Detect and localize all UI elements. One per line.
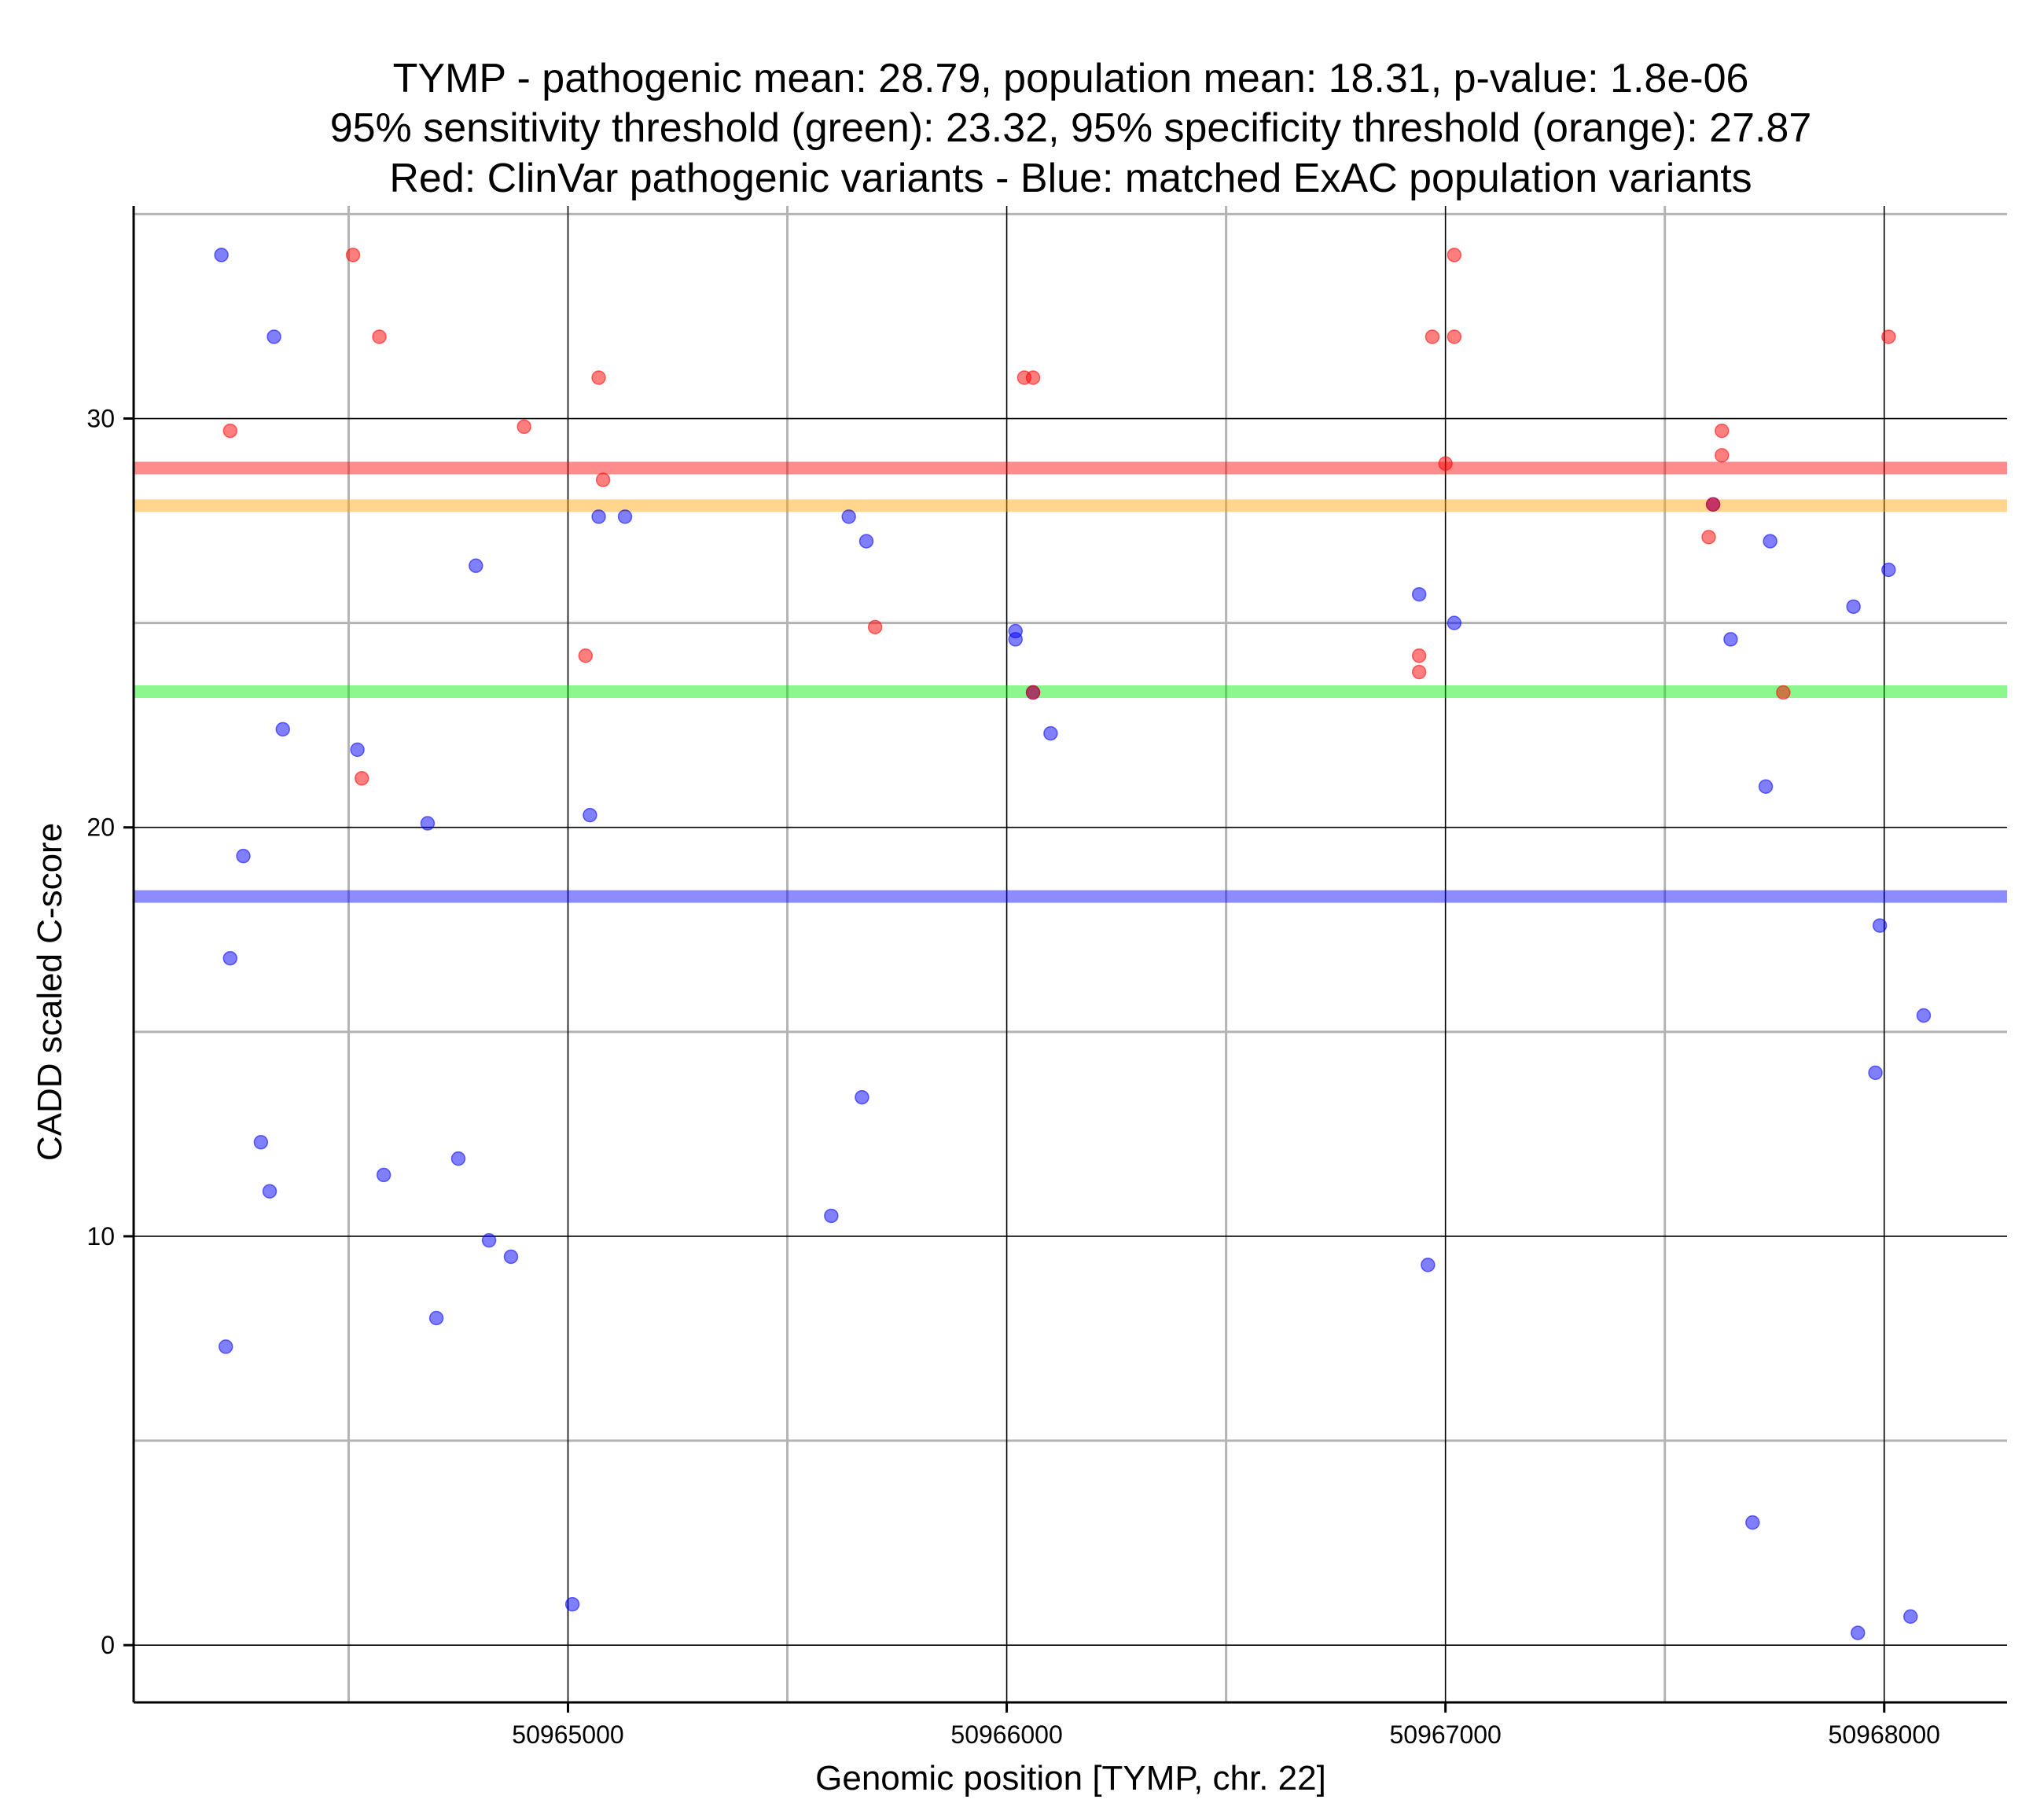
population-point (376, 1167, 392, 1183)
population-point (262, 1184, 278, 1199)
pathogenic-point (1776, 685, 1791, 700)
population-point (267, 329, 281, 344)
population-point (481, 1232, 497, 1248)
y-tick-label: 20 (86, 813, 115, 842)
pathogenic-point (591, 370, 606, 385)
population-point (1758, 779, 1774, 794)
population-point (253, 1135, 269, 1150)
population-point (1723, 632, 1738, 647)
pathogenic-point (372, 329, 387, 344)
population-point (1916, 1008, 1932, 1023)
population-point (428, 1310, 444, 1326)
x-axis-title: Genomic position [TYMP, chr. 22] (815, 1759, 1326, 1797)
population-point (236, 848, 251, 864)
population-point (591, 509, 606, 524)
chart-title-line-3: Red: ClinVar pathogenic variants - Blue:… (389, 156, 1752, 201)
pathogenic-point (1881, 329, 1896, 344)
y-tick-label: 0 (101, 1631, 115, 1659)
population-point (218, 1339, 233, 1354)
population-point (841, 509, 856, 524)
pathogenic-point (354, 771, 369, 786)
pathogenic-point (517, 419, 531, 435)
pathogenic-point (1425, 329, 1440, 344)
plot-panel: 0 10 20 30 50965000 50966000 50967000 50968000 (86, 206, 2007, 1749)
pathogenic-point (1025, 370, 1041, 385)
population-point (350, 742, 365, 758)
x-tick-label: 50966000 (950, 1720, 1062, 1749)
y-tick-label: 10 (86, 1222, 115, 1250)
chart-title-line-1: TYMP - pathogenic mean: 28.79, populatio… (393, 56, 1749, 101)
population-point (617, 509, 633, 524)
population-point (855, 1089, 869, 1105)
population-point (450, 1151, 466, 1166)
population-point (1447, 615, 1462, 630)
population-point (1411, 586, 1427, 602)
population-point (275, 722, 290, 737)
population-point (420, 816, 436, 831)
pathogenic-point (595, 472, 611, 487)
population-point (1868, 1065, 1883, 1081)
pathogenic-point (1411, 648, 1427, 663)
x-tick-label: 50967000 (1389, 1720, 1501, 1749)
population-point (503, 1249, 519, 1265)
chart-title-line-2: 95% sensitivity threshold (green): 23.32… (330, 105, 1812, 151)
population-point (1872, 918, 1888, 933)
pathogenic-point (1411, 664, 1427, 680)
population-point (214, 248, 229, 263)
pathogenic-point (1705, 497, 1721, 512)
pathogenic-point (867, 619, 883, 635)
x-tick-label: 50968000 (1829, 1720, 1940, 1749)
pathogenic-point (1714, 448, 1730, 463)
population-point (1846, 599, 1861, 615)
population-point (824, 1208, 839, 1224)
population-point (1421, 1258, 1436, 1272)
pathogenic-point (1438, 456, 1453, 471)
population-point (1902, 1609, 1918, 1625)
x-tick-label: 50965000 (512, 1720, 623, 1749)
population-point (1008, 632, 1023, 647)
population-point (1881, 562, 1896, 578)
pathogenic-point (1025, 685, 1041, 700)
y-tick-label: 30 (86, 405, 115, 433)
chart-title: TYMP - pathogenic mean: 28.79, populatio… (330, 56, 1812, 201)
population-point (222, 950, 238, 966)
pathogenic-point (1714, 423, 1730, 439)
pathogenic-point (222, 423, 238, 439)
pathogenic-point (1447, 248, 1462, 263)
population-point (583, 807, 597, 823)
pathogenic-point (578, 648, 594, 663)
y-axis-title: CADD scaled C-score (31, 823, 69, 1161)
pathogenic-point (1447, 329, 1462, 344)
population-point (1745, 1515, 1760, 1530)
population-point (469, 558, 483, 574)
pathogenic-point (1701, 530, 1716, 545)
pathogenic-point (345, 248, 361, 263)
population-point (858, 534, 874, 549)
population-point (1851, 1625, 1866, 1640)
population-point (1763, 534, 1777, 549)
population-point (1043, 725, 1058, 741)
population-point (564, 1596, 580, 1612)
